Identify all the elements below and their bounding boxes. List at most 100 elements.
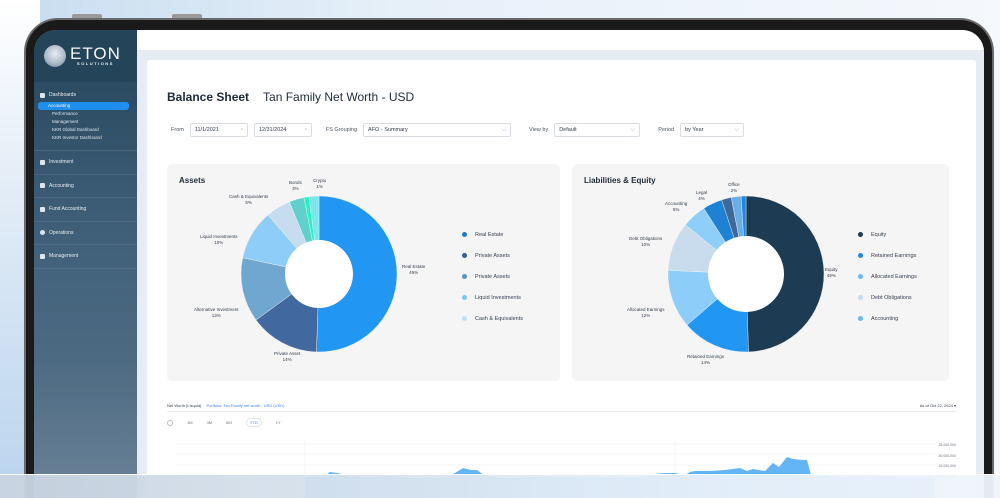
as-of-select[interactable]: As of Oct 22, 2024 ▾ [920,403,956,411]
slice-label-legal: Legal 4% [696,190,708,201]
sidebar-subitem-kkr-investor[interactable]: KKR Investor Dashboard [52,135,102,140]
grouping-value: AFO - Summary [368,127,408,133]
sidebar: ETON SOLUTIONS Dashboards Accounting Per… [34,30,137,498]
brand-name: ETON [70,44,121,63]
from-label: From [171,127,184,133]
net-worth-title: Net Worth (Lisquid) [167,403,202,408]
legend-dot-icon [462,316,467,321]
sidebar-item-label: Operations [49,229,74,236]
slice-label-crypto: Crypto 1% [313,178,327,189]
slice-label-office: Office 2% [728,182,740,193]
viewby-value: Default [559,127,577,133]
legend-label: Liquid Investments [475,294,521,301]
sidebar-group-dashboards[interactable]: Dashboards [34,82,137,102]
legend-dot-icon [858,316,863,321]
app-screen: ETON SOLUTIONS Dashboards Accounting Per… [34,30,984,498]
device-button [72,14,102,18]
legend-dot-icon [858,295,863,300]
y-tick: 25,000,000 [938,443,956,447]
sidebar-item-fund-accounting[interactable]: Fund Accounting [34,198,137,222]
sidebar-item-accounting[interactable]: Accounting [34,175,137,198]
calendar-icon[interactable]: ▫ [304,127,307,133]
from-date-input[interactable]: 11/1/2021 ▫ [189,123,248,137]
legend-dot-icon [462,295,467,300]
slice-label-private-asset: Private Asset 14% [274,351,301,362]
legend-label: Private Assets [475,273,510,280]
tree-logo-icon [44,45,66,67]
sidebar-item-investment[interactable]: Investment [34,151,137,175]
assets-legend: Real Estate Private Assets Private Asset… [462,224,523,329]
sidebar-group-label: Dashboards [49,92,76,98]
period-value: by Year [685,127,704,133]
slice-label-alternative: Alternative Investment 13% [194,307,239,318]
legend-item[interactable]: Real Estate [462,224,523,245]
to-date-input[interactable]: 12/31/2024 ▫ [253,123,312,137]
grouping-select[interactable]: AFO - Summary ⌵ [363,123,512,137]
brand-logo[interactable]: ETON SOLUTIONS [34,30,137,82]
chart-icon [40,159,45,165]
slice-label-allocated: Allocated Earnings 12% [627,307,665,318]
range-1m[interactable]: 1M [187,420,193,425]
slice-label-equity: Equity 49% [825,267,838,278]
range-selector: 1M 3M 6M YTD 1Y [167,418,956,427]
legend-item[interactable]: Equity [858,224,917,245]
viewby-label: View by [529,127,549,133]
y-tick: 20,000,000 [938,453,956,458]
sidebar-item-operations[interactable]: Operations [34,222,137,245]
legend-item[interactable]: Debt Obligations [858,287,917,308]
range-3m[interactable]: 3M [206,420,213,425]
calendar-icon[interactable]: ▫ [240,127,243,133]
sidebar-subitem-kkr-global[interactable]: KKR Global Dashboard [52,127,99,132]
slice-label-cash: Cash & Equivalents 5% [229,194,269,205]
sidebar-subitem-accounting[interactable]: Accounting [38,102,129,110]
as-of-value: As of Oct 22, 2024 [919,403,953,408]
chevron-down-icon: ⌵ [630,126,636,133]
slice-label-accounting: Accounting 5% [665,201,688,212]
period-select[interactable]: by Year ⌵ [680,123,745,137]
page-title: Balance Sheet [167,90,250,104]
people-icon [40,253,45,259]
portfolio-link[interactable]: Portfolio: Tan Family net worth - USD (U… [206,403,285,408]
ledger-icon [40,183,45,189]
viewby-select[interactable]: Default ⌵ [554,123,641,137]
liabilities-donut-chart[interactable] [666,194,826,354]
legend-item[interactable]: Allocated Earnings [858,266,917,287]
legend-item[interactable]: Private Assets [462,266,523,287]
legend-item[interactable]: Cash & Equivalents [462,308,523,329]
liabilities-card: Liabilities & Equity Office 2% Legal 4% Ac… [572,164,949,381]
legend-label: Accounting [871,315,899,322]
dashboard-icon [40,92,45,98]
sidebar-subitem-performance[interactable]: Performance [52,111,78,116]
sidebar-item-label: Fund Accounting [49,206,87,213]
slice-label-debt: Debt Obligations 10% [629,236,663,247]
legend-item[interactable]: Accounting [858,308,917,329]
range-1y[interactable]: 1Y [275,420,281,425]
legend-label: Private Assets [475,252,510,259]
legend-label: Debt Obligations [871,294,912,301]
filter-bar: From 11/1/2021 ▫ 12/31/2024 ▫ FS Groupin… [171,123,750,137]
page-header: Balance Sheet Tan Family Net Worth - USD [167,90,414,104]
donut-slice[interactable] [316,195,398,353]
document-icon [40,206,45,212]
sidebar-item-label: Management [49,253,79,260]
sidebar-divider [34,150,137,151]
legend-label: Cash & Equivalents [475,315,523,322]
range-6m[interactable]: 6M [226,420,232,425]
legend-label: Allocated Earnings [871,273,917,280]
donut-slice[interactable] [745,195,825,353]
brand-sub: SOLUTIONS [77,61,114,66]
legend-dot-icon [462,232,467,237]
legend-item[interactable]: Private Assets [462,245,523,266]
slice-label-real-estate: Real Estate 49% [402,264,426,275]
legend-item[interactable]: Liquid Investments [462,287,523,308]
calendar-icon[interactable] [167,419,173,426]
sidebar-subitem-management[interactable]: Management [52,119,79,124]
reflection-overlay [0,474,1000,498]
from-date-value: 11/1/2021 [194,127,219,133]
assets-donut-chart[interactable] [235,194,403,354]
page-subtitle: Tan Family Net Worth - USD [263,90,415,104]
legend-dot-icon [858,232,863,237]
sidebar-item-management[interactable]: Management [34,245,137,269]
legend-item[interactable]: Retained Earnings [858,245,917,266]
range-ytd[interactable]: YTD [245,418,262,427]
